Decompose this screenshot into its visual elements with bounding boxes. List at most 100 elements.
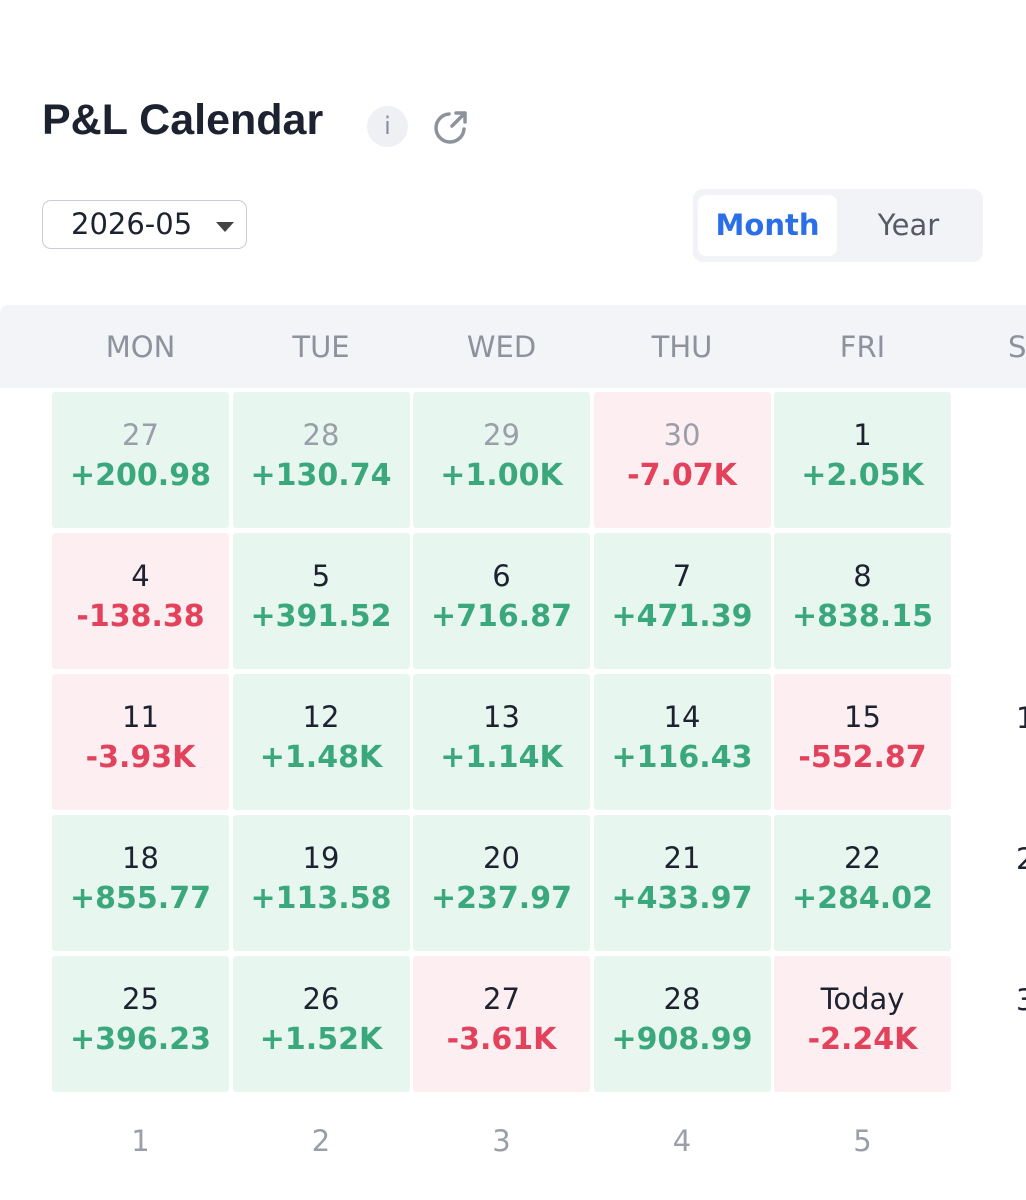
pnl-value: +391.52 — [250, 599, 392, 634]
day-cell[interactable]: 30 -7.07K — [593, 392, 771, 528]
weekday-label: FRI — [839, 330, 886, 364]
day-cell[interactable]: 8 +838.15 — [774, 533, 951, 669]
footer-label: 3 — [492, 1124, 511, 1158]
day-cell[interactable]: 25 +396.23 — [52, 956, 229, 1092]
day-number: 5 — [311, 559, 331, 593]
day-number: 27 — [122, 418, 159, 452]
pnl-value: -138.38 — [76, 599, 205, 634]
day-cell[interactable]: 28 +130.74 — [232, 392, 410, 528]
day-number: 6 — [492, 559, 511, 593]
footer-label: 5 — [853, 1124, 872, 1158]
day-cell[interactable]: 1 +2.05K — [774, 392, 951, 528]
day-cell[interactable]: 18 +855.77 — [52, 815, 229, 951]
pnl-value: +433.97 — [611, 881, 753, 916]
pnl-value: +1.00K — [440, 458, 563, 493]
day-number: 15 — [844, 700, 881, 734]
day-number: 12 — [302, 700, 340, 734]
pnl-value: -3.61K — [446, 1022, 557, 1057]
day-cell[interactable]: 27 -3.61K — [413, 956, 590, 1092]
partial-day: 1 — [1016, 701, 1026, 735]
open-external-icon[interactable] — [430, 108, 470, 148]
date-text: 2026-05 — [71, 207, 193, 241]
day-number: 28 — [663, 982, 701, 1016]
day-number: 28 — [302, 418, 340, 452]
day-number: Today — [820, 982, 905, 1016]
pnl-value: +113.58 — [250, 881, 392, 916]
weekday-header — [0, 305, 1026, 388]
weekday-label: TUE — [292, 330, 350, 364]
dropdown-arrow — [216, 222, 234, 232]
pnl-value: +1.52K — [259, 1022, 383, 1057]
footer-label: 4 — [672, 1124, 692, 1158]
day-number: 29 — [483, 418, 520, 452]
day-number: 22 — [844, 841, 881, 875]
day-cell[interactable]: 13 +1.14K — [413, 674, 590, 810]
weekday-label: S — [1008, 330, 1026, 364]
day-cell[interactable]: 6 +716.87 — [413, 533, 590, 669]
day-number: 27 — [483, 982, 520, 1016]
partial-day: 2 — [1016, 842, 1026, 876]
day-number: 19 — [302, 841, 340, 875]
day-number: 11 — [122, 700, 159, 734]
pnl-value: +284.02 — [792, 881, 933, 916]
footer-label: 2 — [311, 1124, 331, 1158]
day-number: 7 — [672, 559, 692, 593]
pnl-value: +237.97 — [431, 881, 572, 916]
pnl-value: +2.05K — [801, 458, 924, 493]
day-cell[interactable]: 20 +237.97 — [413, 815, 590, 951]
day-cell[interactable]: 12 +1.48K — [232, 674, 410, 810]
day-number: 21 — [663, 841, 701, 875]
day-number: 13 — [483, 700, 520, 734]
pnl-value: -7.07K — [627, 458, 737, 493]
day-cell[interactable]: 5 +391.52 — [232, 533, 410, 669]
date-selector[interactable]: 2026-05 — [42, 200, 247, 249]
day-number: 30 — [663, 418, 701, 452]
weekday-label: MON — [105, 330, 176, 364]
pnl-value: +1.48K — [259, 740, 383, 775]
pnl-value: +396.23 — [70, 1022, 211, 1057]
info-button[interactable]: i — [367, 106, 408, 147]
day-cell[interactable]: 21 +433.97 — [593, 815, 771, 951]
day-cell[interactable]: 28 +908.99 — [593, 956, 771, 1092]
day-cell[interactable]: 29 +1.00K — [413, 392, 590, 528]
day-number: 1 — [853, 418, 872, 452]
weekday-label: THU — [651, 330, 713, 364]
day-number: 18 — [122, 841, 159, 875]
tab[interactable]: Month — [698, 195, 837, 256]
pnl-value: -552.87 — [798, 740, 927, 775]
pnl-value: +716.87 — [431, 599, 572, 634]
partial-day: 3 — [1016, 983, 1026, 1017]
pnl-value: -3.93K — [85, 740, 196, 775]
day-cell[interactable]: 4 -138.38 — [52, 533, 229, 669]
pnl-value: +1.14K — [440, 740, 563, 775]
day-cell[interactable]: 26 +1.52K — [232, 956, 410, 1092]
day-number: 26 — [302, 982, 340, 1016]
day-number: 14 — [663, 700, 701, 734]
weekday-label: WED — [466, 330, 537, 364]
day-cell[interactable]: 15 -552.87 — [774, 674, 951, 810]
day-cell[interactable]: 19 +113.58 — [232, 815, 410, 951]
pnl-value: +116.43 — [611, 740, 753, 775]
day-number: 20 — [483, 841, 520, 875]
day-number: 8 — [853, 559, 872, 593]
day-number: 4 — [131, 559, 150, 593]
day-cell[interactable]: Today -2.24K — [774, 956, 951, 1092]
view-tabs: Month Year — [693, 189, 983, 262]
pnl-value: -2.24K — [807, 1022, 918, 1057]
pnl-value: +130.74 — [250, 458, 392, 493]
pnl-value: +855.77 — [70, 881, 211, 916]
footer-label: 1 — [131, 1124, 150, 1158]
pnl-value: +908.99 — [611, 1022, 753, 1057]
day-cell[interactable]: 7 +471.39 — [593, 533, 771, 669]
pnl-value: +838.15 — [792, 599, 933, 634]
tab[interactable]: Year — [877, 208, 940, 242]
day-number: 25 — [122, 982, 159, 1016]
day-cell[interactable]: 22 +284.02 — [774, 815, 951, 951]
day-cell[interactable]: 11 -3.93K — [52, 674, 229, 810]
day-cell[interactable]: 14 +116.43 — [593, 674, 771, 810]
day-cell[interactable]: 27 +200.98 — [52, 392, 229, 528]
pnl-value: +471.39 — [611, 599, 753, 634]
pnl-value: +200.98 — [70, 458, 211, 493]
title: P&L Calendar — [42, 96, 324, 144]
